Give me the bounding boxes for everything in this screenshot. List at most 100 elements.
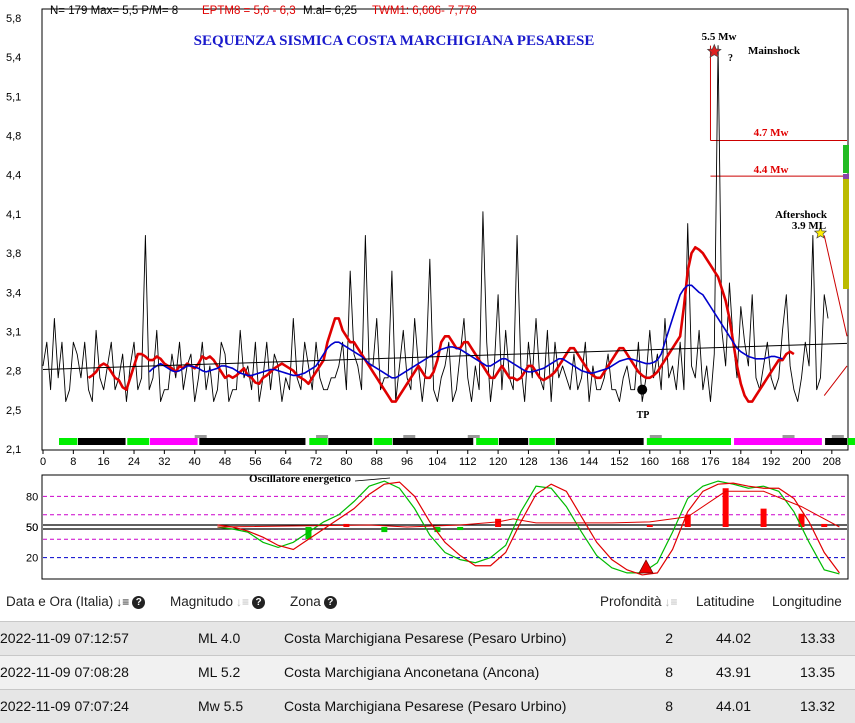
sort-desc-icon[interactable]: ↓≡ [116,595,130,610]
oscillator-bar [722,488,729,527]
question-mark: ? [728,53,733,64]
phase-bar [59,435,855,445]
y-tick-label: 5,1 [6,91,21,103]
eptm-text: EPTM8 = 5,6 - 6,3 [202,5,296,17]
oscillator-green-line [217,480,840,575]
phase-segment [734,438,822,445]
x-tick-label: 104 [428,456,446,468]
header-zone[interactable]: Zona? [290,594,337,609]
oscillator-bar [305,527,312,540]
x-tick-label: 192 [762,456,780,468]
header-latitude[interactable]: Latitudine [696,594,755,609]
x-tick-label: 80 [340,456,352,468]
info-icon[interactable]: ? [132,595,146,609]
phase-segment [150,438,198,445]
side-indicator-green [843,145,849,173]
cell-date[interactable]: 2022-11-09 07:07:24 [0,698,129,714]
x-tick-label: 208 [823,456,841,468]
mainshock-star [706,43,722,58]
tp-marker [637,384,648,395]
x-tick-label: 96 [401,456,413,468]
phase-segment [646,438,732,445]
x-tick-label: 56 [249,456,261,468]
table-row[interactable]: 2022-11-09 07:07:24 Mw 5.5 Costa Marchig… [0,689,855,723]
phase-tick [403,435,416,438]
mainshock-label: Mainshock [748,45,801,57]
info-icon[interactable]: ? [252,595,266,609]
seismic-chart: N= 179 Max= 5,5 P/M= 8 EPTM8 = 5,6 - 6,3… [6,5,855,580]
sort-icon[interactable]: ↓≡ [664,595,678,610]
level1-label: 4.7 Mw [754,127,789,139]
x-tick-label: 120 [489,456,507,468]
level-connector [823,235,848,337]
table-row[interactable]: 2022-11-09 07:08:28 ML 5.2 Costa Marchig… [0,655,855,689]
phase-tick [831,435,844,438]
x-tick-label: 168 [671,456,689,468]
oscillator-title-pointer [354,477,391,482]
phase-segment [847,438,855,445]
x-tick-label: 72 [310,456,322,468]
level-connector [823,365,848,396]
sort-icon[interactable]: ↓≡ [236,595,250,610]
y-tick-label: 2,5 [6,405,21,417]
level2-label: 4.4 Mw [754,164,789,176]
header-magnitude[interactable]: Magnitudo ↓≡? [170,594,266,610]
stats-text: N= 179 Max= 5,5 P/M= 8 [50,5,178,17]
table-body: 2022-11-09 07:12:57 ML 4.0 Costa Marchig… [0,621,855,723]
magnitude-series-line [42,45,829,402]
x-tick-label: 8 [70,456,76,468]
phase-segment [476,438,499,445]
phase-tick [649,435,662,438]
cell-date[interactable]: 2022-11-09 07:12:57 [0,630,129,646]
phase-tick [467,435,480,438]
phase-segment [825,438,848,445]
oscillator-marker [638,559,654,574]
phase-segment [309,438,328,445]
x-tick-label: 200 [792,456,810,468]
header-depth[interactable]: Profondità ↓≡ [600,594,678,610]
aftershock-star [813,226,828,239]
oscillator-plot-frame [41,474,849,580]
x-tick-label: 32 [158,456,170,468]
trend-line [42,342,848,371]
magnitude-levels [709,45,848,396]
y-axis-ticks: 5,8 5,4 5,1 4,8 4,4 4,1 3,8 3,4 3,1 2,8 2,5 2,1 [6,13,21,456]
phase-segment [498,438,529,445]
header-date[interactable]: Data e Ora (Italia) ↓≡? [6,594,146,610]
header-longitude[interactable]: Longitudine [772,594,842,609]
oscillator-title: Oscillatore energetico [249,473,352,485]
phase-segment [529,438,555,445]
main-plot-frame [41,8,849,451]
oscillator-bar [381,527,388,533]
x-tick-label: 128 [519,456,537,468]
oscillator-bar [495,518,502,527]
cell-date[interactable]: 2022-11-09 07:08:28 [0,664,129,680]
phase-segment [392,438,474,445]
mainshock-magnitude: 5.5 Mw [702,31,737,43]
x-tick-label: 144 [580,456,598,468]
x-tick-label: 16 [98,456,110,468]
y-tick-label: 2,8 [6,366,21,378]
y-tick-label: 4,4 [6,170,21,182]
events-table: Data e Ora (Italia) ↓≡? Magnitudo ↓≡? Zona… [0,585,855,723]
y-tick-label: 3,8 [6,248,21,260]
y-tick-label: 3,1 [6,326,21,338]
x-tick-label: 40 [189,456,201,468]
y-tick-label: 4,1 [6,209,21,221]
phase-segment [555,438,644,445]
x-tick-label: 64 [280,456,292,468]
y-tick-label: 5,8 [6,13,21,25]
chart-title: SEQUENZA SISMICA COSTA MARCHIGIANA PESAR… [194,33,595,49]
phase-tick [782,435,795,438]
side-indicator-olive [843,179,849,289]
info-icon[interactable]: ? [323,595,337,609]
phase-tick [316,435,329,438]
cell-zone: Costa Marchigiana Pesarese (Pesaro Urbin… [284,630,567,646]
cell-latitude: 43.91 [715,664,751,680]
blue-average-line [148,284,783,379]
oscillator-bar [821,523,828,527]
cell-magnitude: ML 4.0 [198,630,241,646]
table-row[interactable]: 2022-11-09 07:12:57 ML 4.0 Costa Marchig… [0,621,855,655]
x-tick-label: 24 [128,456,140,468]
